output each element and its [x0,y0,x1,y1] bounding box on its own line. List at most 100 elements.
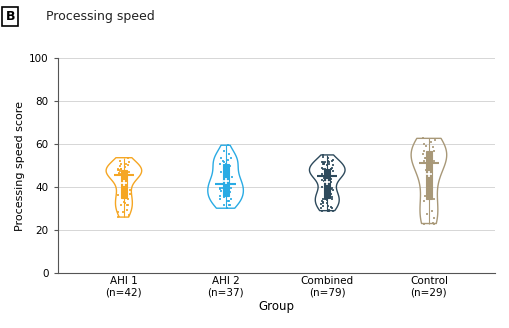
Point [322,170,330,175]
Point [224,178,233,183]
Point [221,171,229,176]
Point [427,208,435,213]
Point [328,188,336,193]
Point [324,195,332,200]
Point [318,165,326,170]
Point [321,159,329,165]
Point [429,145,437,150]
Point [318,184,326,190]
Point [120,174,128,179]
Point [115,169,123,174]
Point [327,194,335,199]
Point [321,170,329,175]
Point [115,172,123,177]
Point [123,207,131,212]
Point [420,156,429,161]
Point [328,162,336,167]
Point [318,177,326,182]
Point [320,191,328,196]
Point [125,170,133,175]
Point [120,170,128,175]
Point [320,162,328,167]
Point [328,208,336,213]
Bar [121,170,127,198]
Point [321,192,329,197]
Point [224,198,232,204]
Point [321,196,329,201]
Point [224,158,232,163]
X-axis label: Group: Group [258,300,294,313]
Point [117,167,125,172]
Point [123,173,131,178]
Point [323,168,331,173]
Point [328,185,336,191]
Point [114,168,122,173]
Point [425,186,433,191]
Point [124,159,132,165]
Text: B: B [6,10,15,23]
Point [122,175,130,180]
Point [419,149,428,154]
Point [219,159,227,165]
Point [328,165,336,171]
Point [322,163,330,168]
Point [318,200,326,205]
Point [220,202,228,208]
Point [224,174,232,179]
Point [321,186,329,192]
Point [318,166,326,172]
Point [219,195,228,200]
Text: Processing speed: Processing speed [46,10,154,23]
Point [329,168,337,173]
Point [422,212,431,217]
Point [125,212,133,217]
Point [125,187,133,193]
Point [120,189,128,195]
Point [221,161,230,166]
Point [322,190,330,195]
Point [219,190,228,195]
Point [327,196,335,201]
Point [225,151,233,156]
Point [320,171,328,176]
Point [114,167,122,172]
Point [317,201,325,206]
Point [123,196,131,202]
Point [328,174,336,179]
Point [319,154,327,160]
Point [327,158,335,164]
Point [318,196,326,201]
Point [317,171,325,176]
Point [430,137,438,142]
Point [215,194,223,199]
Bar [425,152,431,199]
Point [320,173,328,178]
Point [120,200,128,205]
Point [429,148,437,153]
Point [418,198,427,203]
Point [322,175,330,181]
Point [429,215,437,221]
Y-axis label: Processing speed score: Processing speed score [15,101,25,231]
Point [217,155,225,160]
Point [115,172,123,177]
Point [419,158,427,163]
Point [115,170,123,175]
Point [327,204,335,209]
Point [114,209,122,215]
Point [215,186,223,191]
Point [320,175,328,180]
Point [116,159,124,164]
Point [328,157,336,163]
Point [319,178,327,183]
Point [326,166,334,171]
Point [419,221,427,226]
Point [324,170,332,175]
Point [319,160,327,165]
Point [320,191,328,196]
Point [324,159,332,165]
Point [420,194,429,199]
Point [117,162,125,167]
Point [418,152,427,157]
Point [318,199,326,205]
